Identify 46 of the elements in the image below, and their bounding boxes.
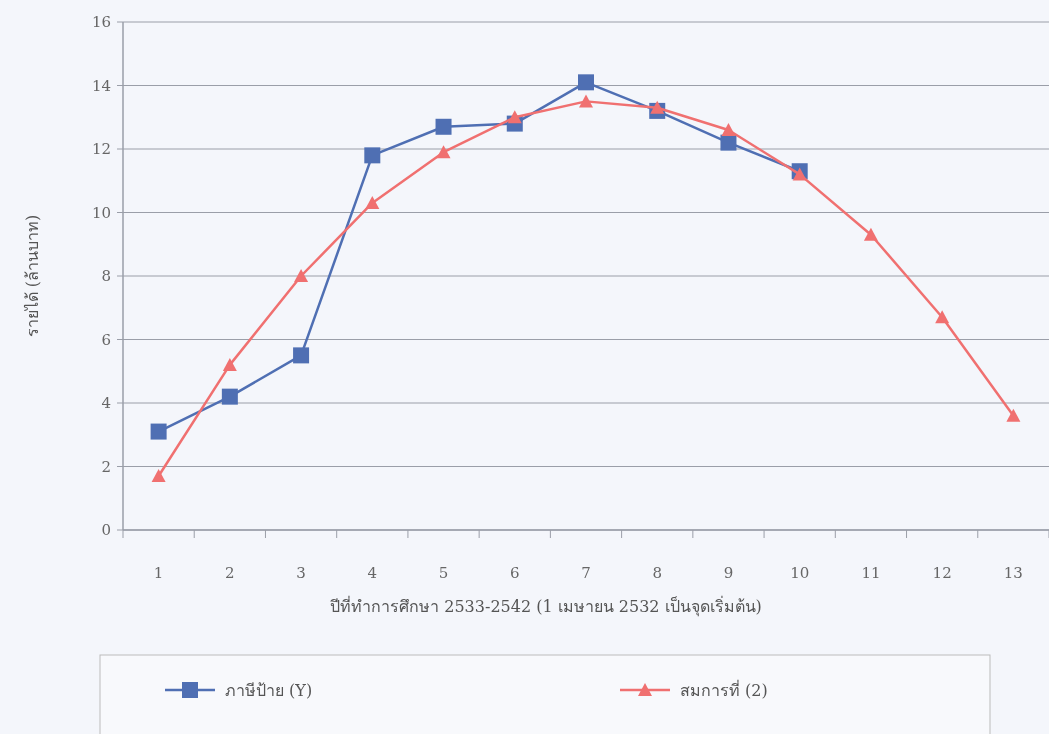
point <box>365 195 380 209</box>
y-tick-label: 2 <box>101 457 111 476</box>
x-tick-label: 1 <box>153 564 164 582</box>
point <box>294 269 309 282</box>
x-tick-label: 11 <box>861 564 881 582</box>
point <box>792 167 807 181</box>
y-tick-label: 8 <box>101 267 111 285</box>
y-tick-label: 6 <box>101 330 111 349</box>
point <box>436 145 451 159</box>
point <box>721 122 736 136</box>
x-tick-label: 4 <box>367 564 378 582</box>
y-tick-label: 14 <box>91 76 111 95</box>
x-tick-label: 5 <box>438 564 449 582</box>
point <box>435 118 452 135</box>
point <box>935 310 950 324</box>
x-tick-label: 2 <box>225 564 235 582</box>
point <box>222 357 237 371</box>
y-axis-title: รายได้ (ล้านบาท) <box>23 214 42 338</box>
y-tick-label: 0 <box>101 521 111 539</box>
x-tick-label: 7 <box>581 564 591 582</box>
y-tick-label: 10 <box>91 203 111 222</box>
x-tick-label: 8 <box>652 564 662 582</box>
x-tick-label: 9 <box>723 564 734 582</box>
y-tick-label: 16 <box>91 13 111 31</box>
point <box>1006 408 1021 422</box>
point <box>578 74 594 91</box>
x-tick-label: 13 <box>1003 564 1023 582</box>
point <box>720 134 737 151</box>
x-tick-label: 6 <box>510 564 520 582</box>
legend-label: สมการที่ (2) <box>680 679 768 700</box>
y-tick-label: 4 <box>101 394 111 412</box>
x-axis-title: ปีที่ทำการศึกษา 2533-2542 (1 เมษายน 2532 เป็นจุดเริ่มต้น) <box>330 595 762 617</box>
point <box>293 347 310 364</box>
point <box>507 110 522 124</box>
point <box>150 423 167 440</box>
x-tick-label: 12 <box>932 564 952 582</box>
x-tick-label: 3 <box>296 564 306 582</box>
point <box>579 94 593 108</box>
point <box>221 388 238 405</box>
y-tick-label: 12 <box>91 140 111 158</box>
point <box>863 227 878 241</box>
point <box>650 100 665 114</box>
point <box>151 469 166 483</box>
x-tick-label: 10 <box>790 564 810 582</box>
legend-label: ภาษีป้าย (Y) <box>225 681 313 700</box>
point <box>364 147 381 164</box>
